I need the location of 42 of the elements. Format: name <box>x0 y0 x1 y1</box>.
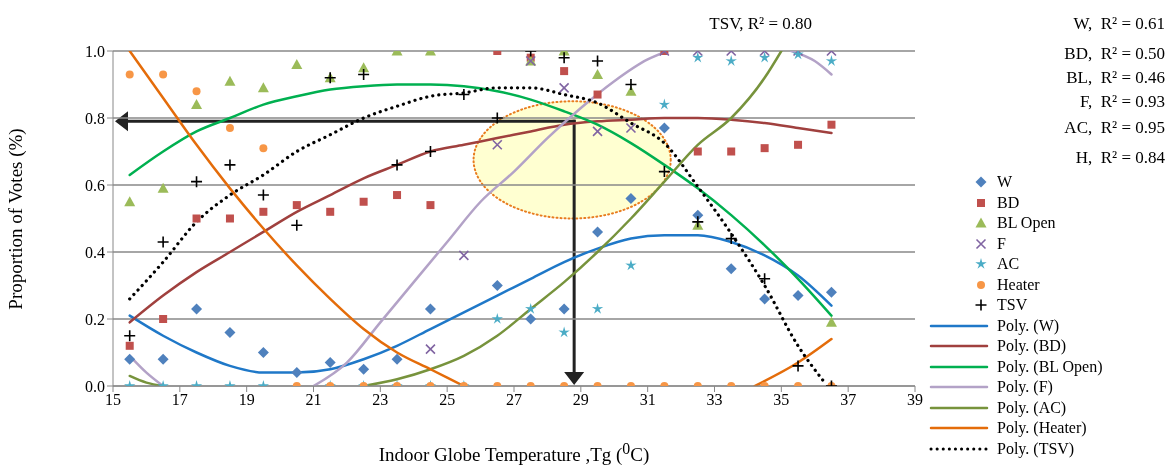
legend-label: Poly. (AC) <box>997 397 1067 418</box>
legend-label: Poly. (F) <box>997 377 1053 398</box>
legend-label: Poly. (TSV) <box>997 438 1075 459</box>
x-tick-label: 17 <box>171 391 188 409</box>
text: W, R² = 0.61 <box>1073 14 1165 34</box>
x-tick-label: 37 <box>840 391 857 409</box>
legend-label: F <box>997 233 1006 254</box>
x-tick-label: 29 <box>572 391 589 409</box>
text: F, R² = 0.93 <box>1079 92 1165 112</box>
text: BL, R² = 0.46 <box>1066 68 1165 88</box>
y-axis-title: Proportion of Votes (%) <box>5 127 27 310</box>
text: BD, R² = 0.50 <box>1064 44 1165 64</box>
y-tick-label: 1.0 <box>85 42 105 60</box>
y-tick-label: 0.8 <box>85 109 105 127</box>
x-tick-label: 31 <box>639 391 656 409</box>
y-tick-label: 0.2 <box>85 310 105 328</box>
y-tick-label: 0.4 <box>85 243 105 261</box>
x-axis-title: Indoor Globe Temperature ,Tg ($^{0}$C) <box>377 440 651 467</box>
y-tick-label: 0.6 <box>85 176 105 194</box>
x-tick-label: 35 <box>773 391 790 409</box>
legend-label: Poly. (Heater) <box>997 418 1087 439</box>
x-tick-label: 27 <box>506 391 522 409</box>
x-tick-label: 23 <box>372 391 389 409</box>
legend-label: AC <box>997 254 1020 274</box>
x-tick-label: 19 <box>238 391 255 409</box>
legend-label: Poly. (BL Open) <box>997 356 1103 377</box>
text: H, R² = 0.84 <box>1075 148 1165 168</box>
legend-label: BD <box>997 192 1020 213</box>
legend-label: Poly. (BD) <box>997 336 1067 357</box>
legend-label: BL Open <box>997 213 1056 234</box>
y-tick-label: 0.0 <box>85 377 105 395</box>
legend-label: W <box>997 172 1013 192</box>
x-tick-label: 39 <box>907 391 923 409</box>
x-tick-label: 33 <box>706 391 723 409</box>
x-tick-label: 21 <box>305 391 322 409</box>
legend-label: TSV <box>997 295 1028 315</box>
legend-label: Poly. (W) <box>997 315 1060 336</box>
text: AC, R² = 0.95 <box>1064 118 1165 138</box>
text: TSV, R² = 0.80 <box>709 14 812 34</box>
x-tick-label: 25 <box>439 391 456 409</box>
x-tick-label: 15 <box>105 391 121 409</box>
legend-label: Heater <box>997 274 1040 295</box>
